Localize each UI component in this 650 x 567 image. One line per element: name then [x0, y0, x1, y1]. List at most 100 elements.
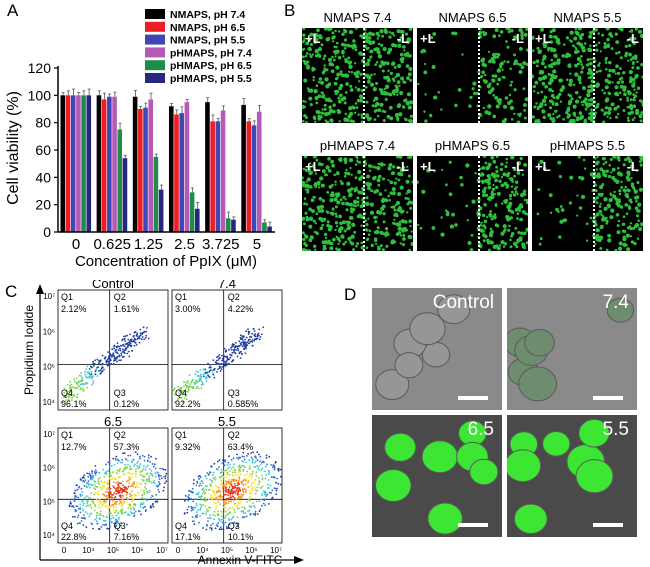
cell-dot [371, 104, 375, 108]
cell-dot [308, 53, 312, 56]
event-dot [215, 498, 217, 500]
cell-dot [540, 61, 545, 66]
event-dot [138, 482, 141, 485]
cell-dots [302, 28, 413, 123]
cell-dot [505, 214, 510, 220]
cell-dot [640, 111, 643, 115]
event-dot [262, 326, 265, 329]
event-dot [130, 344, 133, 347]
cell-dot [628, 52, 632, 57]
cell-dot [382, 47, 387, 52]
cell-dot [542, 99, 546, 104]
cell-dot [349, 88, 354, 92]
cell-dot [382, 90, 387, 96]
event-dot [129, 485, 132, 487]
cell-dot [626, 39, 629, 42]
image-title: pHMAPS 6.5 [434, 138, 511, 153]
event-dot [241, 455, 244, 458]
cell-dot [401, 209, 405, 213]
event-dot [141, 336, 144, 338]
event-dot [76, 505, 79, 508]
cell-dot [617, 50, 621, 54]
x-axis-label: Annexin V-FITC [198, 553, 283, 567]
event-dot [158, 490, 161, 493]
event-dot [149, 506, 152, 509]
event-dot [172, 389, 175, 392]
cell-dot [323, 232, 328, 237]
event-dot [139, 471, 142, 473]
event-dot [123, 501, 126, 504]
cell-dot [486, 173, 491, 179]
event-dot [160, 475, 162, 477]
event-dot [173, 393, 176, 396]
event-dot [133, 512, 136, 515]
event-dot [271, 489, 274, 492]
cell-dot [597, 41, 601, 45]
cell-dot [365, 223, 369, 227]
bar [148, 99, 154, 232]
event-dot [121, 348, 124, 351]
event-dot [117, 485, 120, 487]
cell-dot [615, 179, 620, 184]
cell-dot [595, 70, 599, 74]
cell-dot [605, 169, 609, 173]
cell-dot [579, 60, 583, 63]
y-tick-label: 10⁷ [43, 292, 55, 301]
cell-dot [349, 84, 353, 88]
event-dot [99, 510, 102, 512]
event-dot [99, 506, 102, 509]
cell-dot [393, 34, 396, 37]
cell-dot [369, 55, 373, 59]
quadrant-value: 4.22% [228, 304, 254, 314]
event-dot [229, 347, 232, 349]
cell-dot [589, 75, 593, 79]
event-dot [209, 527, 212, 529]
cell-dot [571, 44, 575, 48]
cell-dot [609, 157, 613, 161]
cell-dot [499, 30, 504, 34]
cell-dots [536, 156, 643, 251]
event-dot [62, 396, 65, 399]
event-dot [102, 493, 104, 496]
bar [179, 113, 184, 232]
y-axis-label: Cell viability (%) [5, 91, 22, 205]
event-dot [78, 374, 81, 377]
cell-dot [629, 200, 633, 204]
event-dot [200, 506, 203, 508]
event-dot [251, 470, 254, 473]
event-dot [237, 471, 240, 474]
event-dot [85, 505, 88, 508]
event-dot [98, 483, 101, 485]
cell-dot [359, 34, 363, 38]
event-dot [98, 471, 101, 474]
event-dot [260, 469, 263, 471]
event-dot [147, 454, 150, 457]
event-dot [236, 457, 238, 459]
cell-dot [353, 199, 357, 204]
cell-dot [317, 114, 321, 119]
event-dot [89, 374, 92, 377]
cell-dot [461, 53, 464, 56]
event-dot [113, 464, 116, 466]
cell-dot [596, 102, 600, 106]
cell-dot [605, 97, 610, 102]
cell-dot [595, 48, 599, 52]
cell-dot [391, 62, 394, 66]
event-dot [251, 332, 254, 335]
cell-dot [350, 173, 353, 176]
cell-dot [516, 120, 521, 123]
cell-dot [616, 80, 621, 85]
event-dot [115, 509, 118, 512]
cell-dot [541, 109, 546, 114]
event-dot [205, 488, 208, 491]
cell-dot [320, 91, 324, 95]
event-dot [222, 475, 225, 478]
event-dot [152, 505, 155, 508]
cell-dot [540, 90, 544, 94]
event-dot [88, 472, 91, 475]
event-dot [245, 461, 248, 464]
quadrant-label: Q4 [175, 388, 187, 398]
cell-dot [365, 196, 369, 200]
event-dot [107, 508, 110, 510]
event-dot [223, 493, 226, 496]
